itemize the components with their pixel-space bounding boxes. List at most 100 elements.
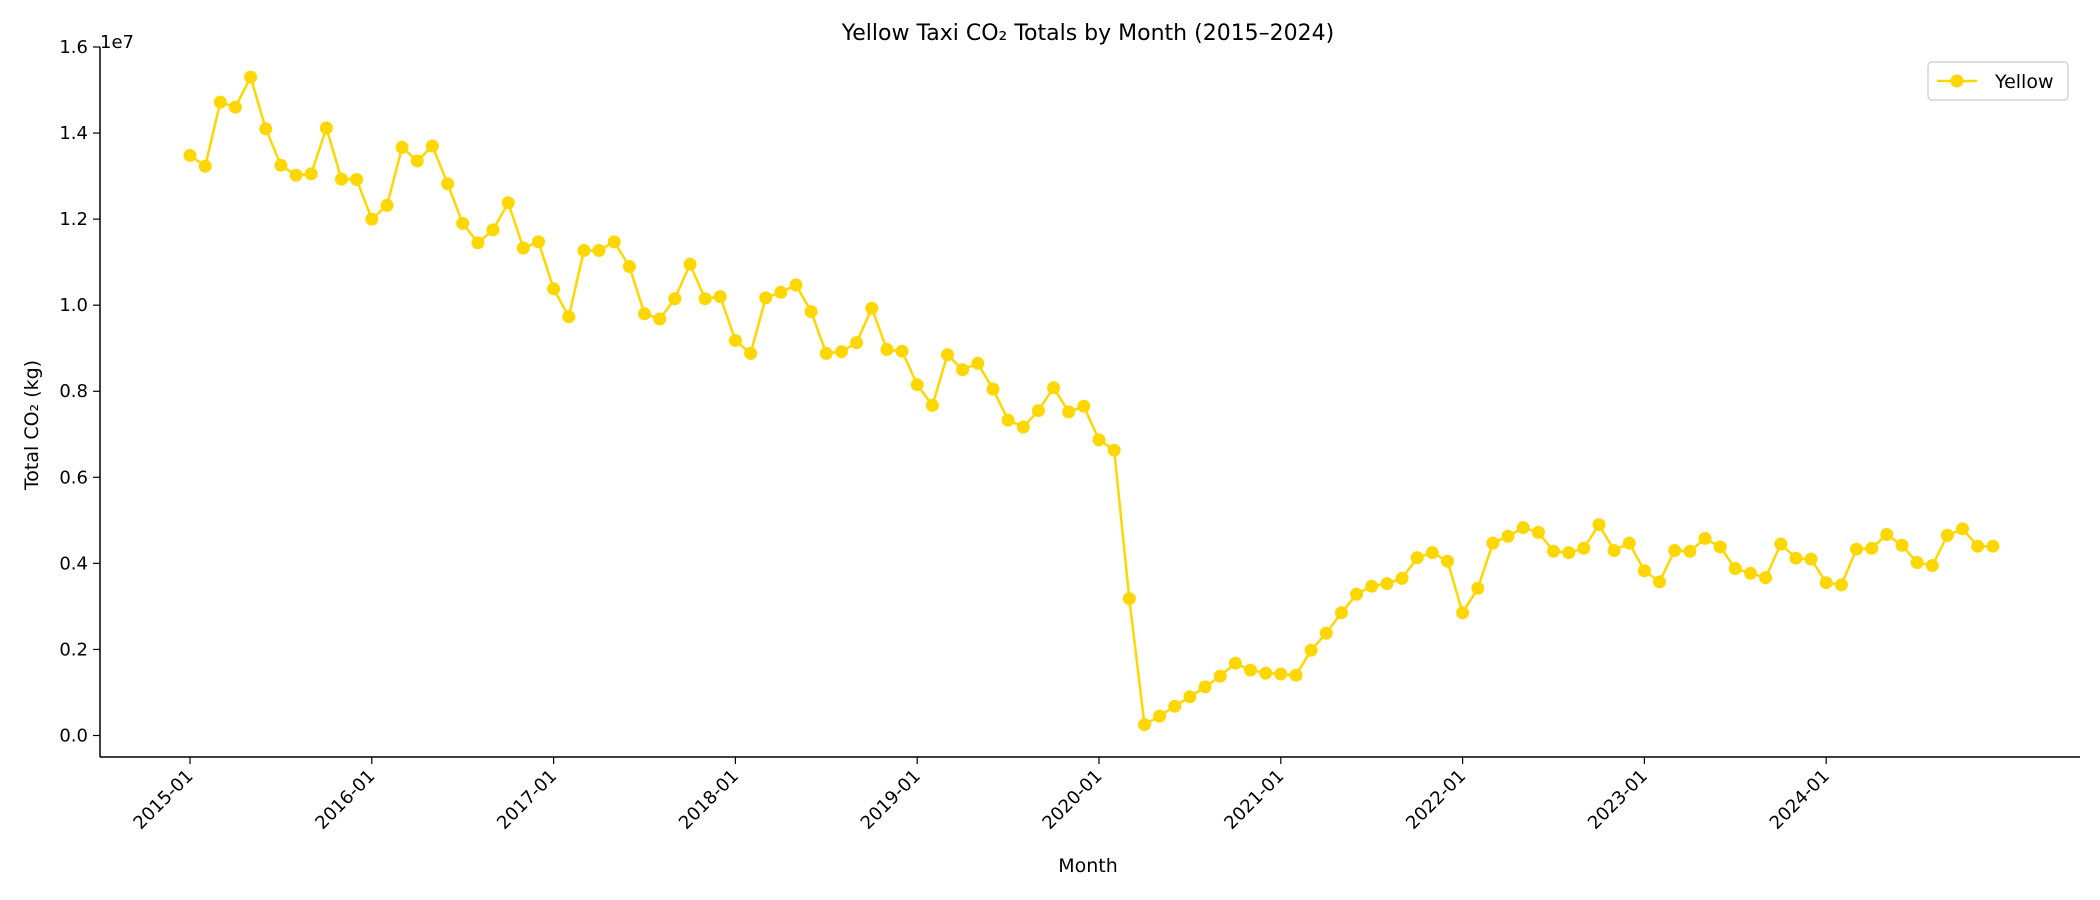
data-point bbox=[850, 336, 864, 350]
data-point bbox=[1501, 529, 1515, 543]
y-tick-label: 0.0 bbox=[59, 725, 88, 746]
data-point bbox=[1092, 433, 1106, 447]
chart-title: Yellow Taxi CO₂ Totals by Month (2015–20… bbox=[841, 21, 1335, 46]
y-tick-label: 1.6 bbox=[59, 37, 88, 58]
data-point bbox=[1956, 522, 1969, 536]
data-point bbox=[895, 344, 909, 358]
data-point bbox=[1259, 666, 1273, 680]
x-tick-label: 2021-01 bbox=[1220, 766, 1288, 834]
data-point bbox=[1653, 575, 1666, 589]
legend[interactable]: Yellow bbox=[1927, 61, 2069, 101]
x-tick-label: 2016-01 bbox=[311, 766, 379, 834]
series-line-yellow bbox=[189, 73, 1993, 727]
data-point bbox=[1516, 521, 1530, 535]
data-point bbox=[1804, 552, 1818, 566]
data-point bbox=[471, 236, 485, 250]
data-point bbox=[1425, 546, 1439, 560]
data-point bbox=[289, 168, 303, 182]
data-point bbox=[1592, 518, 1606, 532]
data-point bbox=[1683, 544, 1697, 558]
data-point bbox=[547, 282, 561, 296]
data-point bbox=[380, 198, 394, 212]
data-point bbox=[1395, 571, 1409, 585]
data-point bbox=[335, 172, 348, 186]
data-point bbox=[1107, 443, 1121, 457]
data-point bbox=[1410, 551, 1424, 565]
data-point bbox=[1274, 667, 1288, 681]
data-point bbox=[1698, 531, 1712, 545]
data-point bbox=[1486, 536, 1500, 550]
data-point bbox=[713, 290, 727, 304]
data-point bbox=[925, 398, 939, 412]
data-point bbox=[1380, 577, 1394, 591]
data-point bbox=[638, 307, 651, 321]
y-tick-label: 1.4 bbox=[59, 123, 88, 144]
data-point bbox=[1895, 538, 1909, 552]
data-point bbox=[365, 212, 379, 226]
data-point bbox=[1183, 690, 1197, 704]
data-point bbox=[622, 260, 636, 273]
data-point bbox=[986, 382, 1000, 396]
y-tick-label: 1.2 bbox=[59, 209, 88, 230]
data-point bbox=[441, 177, 455, 191]
data-point bbox=[1713, 540, 1727, 554]
data-point bbox=[1334, 606, 1348, 620]
data-point bbox=[1547, 544, 1560, 558]
data-point bbox=[1834, 578, 1848, 592]
plot-area bbox=[183, 70, 2000, 732]
data-point bbox=[1562, 546, 1576, 560]
data-point bbox=[1441, 554, 1454, 568]
data-point bbox=[1637, 564, 1651, 578]
x-tick-label: 2018-01 bbox=[675, 766, 743, 834]
data-point bbox=[1819, 576, 1833, 590]
x-tick-label: 2022-01 bbox=[1402, 766, 1470, 834]
data-point bbox=[728, 334, 742, 347]
data-point bbox=[971, 356, 985, 370]
data-point bbox=[1153, 709, 1167, 723]
x-tick-label: 2017-01 bbox=[493, 766, 561, 834]
data-point bbox=[865, 301, 879, 315]
x-tick-label: 2023-01 bbox=[1584, 766, 1652, 834]
data-point bbox=[668, 292, 682, 306]
data-point bbox=[1213, 669, 1227, 683]
x-tick-label: 2019-01 bbox=[857, 766, 925, 834]
y-ticks: 0.0 0.2 0.4 0.6 0.8 1.0 1.2 1.4 1.6 bbox=[59, 37, 100, 746]
data-point bbox=[244, 70, 258, 84]
data-point bbox=[789, 278, 803, 292]
data-point bbox=[1304, 643, 1318, 657]
legend-box bbox=[1927, 61, 2069, 101]
data-point bbox=[1365, 579, 1379, 593]
y-tick-label: 0.2 bbox=[59, 639, 88, 660]
data-point bbox=[1910, 556, 1924, 569]
data-point bbox=[1971, 539, 1985, 553]
data-point bbox=[213, 95, 227, 109]
data-point bbox=[835, 345, 848, 359]
data-point bbox=[1986, 539, 2000, 553]
data-point bbox=[819, 346, 833, 360]
data-point bbox=[1622, 536, 1636, 550]
data-point bbox=[1244, 663, 1257, 677]
x-tick-label: 2024-01 bbox=[1766, 766, 1834, 834]
data-point bbox=[1531, 525, 1545, 539]
data-point bbox=[804, 305, 818, 319]
data-point bbox=[532, 235, 545, 249]
data-point bbox=[410, 154, 424, 168]
data-point bbox=[425, 139, 439, 153]
data-point bbox=[304, 167, 318, 181]
data-point bbox=[592, 244, 606, 257]
legend-label: Yellow bbox=[1994, 71, 2054, 93]
data-point bbox=[1016, 420, 1030, 434]
data-point bbox=[1001, 413, 1015, 427]
data-point bbox=[577, 244, 591, 257]
data-point bbox=[516, 241, 530, 255]
x-tick-label: 2020-01 bbox=[1038, 766, 1106, 834]
data-point bbox=[259, 122, 273, 136]
data-point bbox=[1319, 626, 1333, 640]
data-point bbox=[759, 291, 773, 305]
data-point bbox=[683, 257, 697, 271]
data-point bbox=[486, 223, 500, 237]
data-point bbox=[607, 235, 621, 249]
y-tick-label: 0.8 bbox=[59, 381, 88, 402]
data-point bbox=[1577, 541, 1591, 555]
